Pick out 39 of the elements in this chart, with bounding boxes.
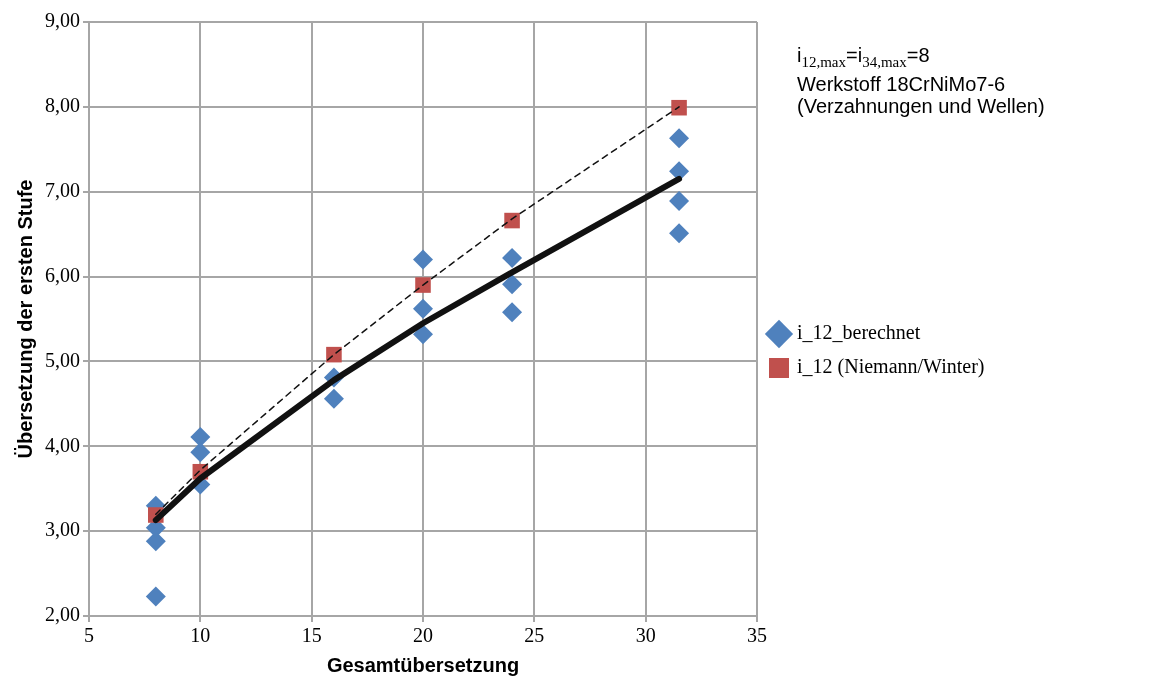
legend-label: i_12 (Niemann/Winter) <box>797 355 985 379</box>
point <box>413 324 433 345</box>
point <box>502 274 523 295</box>
point <box>669 128 690 149</box>
x-tick-label: 15 <box>301 624 322 647</box>
x-tick-label: 5 <box>84 624 94 647</box>
y-tick-label: 2,00 <box>45 603 80 626</box>
y-tick-label: 8,00 <box>45 94 80 117</box>
point <box>326 346 342 363</box>
point <box>413 298 433 319</box>
x-tick-label: 30 <box>635 624 656 647</box>
legend-label: i_12_berechnet <box>797 321 921 344</box>
x-tick-label: 20 <box>413 624 433 647</box>
y-tick-label: 4,00 <box>45 433 80 456</box>
y-tick-label: 3,00 <box>45 518 80 541</box>
text: (Verzahnungen und Wellen) <box>797 95 1045 117</box>
point <box>502 302 523 323</box>
point <box>669 191 690 212</box>
y-axis-title: Übersetzung der ersten Stufe <box>13 179 36 459</box>
point <box>190 426 211 447</box>
point <box>190 442 211 463</box>
point <box>502 247 523 268</box>
point <box>669 223 690 244</box>
text: Werkstoff 18CrNiMo7-6 <box>797 73 1007 95</box>
x-axis-title: Gesamtübersetzung <box>326 653 520 676</box>
point <box>671 99 687 116</box>
point <box>145 586 166 607</box>
point <box>504 212 520 229</box>
point <box>413 249 433 270</box>
y-tick-label: 9,00 <box>45 9 80 32</box>
y-tick-label: 7,00 <box>45 178 80 201</box>
x-tick-label: 25 <box>524 624 545 647</box>
y-tick-label: 5,00 <box>45 348 80 371</box>
point <box>323 388 344 409</box>
text: i$_{12,max}$=i$_{34,max}$=8 <box>797 44 931 72</box>
x-tick-label: 10 <box>190 624 211 647</box>
y-tick-label: 6,00 <box>45 263 80 286</box>
point <box>415 277 431 293</box>
x-tick-label: 35 <box>747 624 767 647</box>
